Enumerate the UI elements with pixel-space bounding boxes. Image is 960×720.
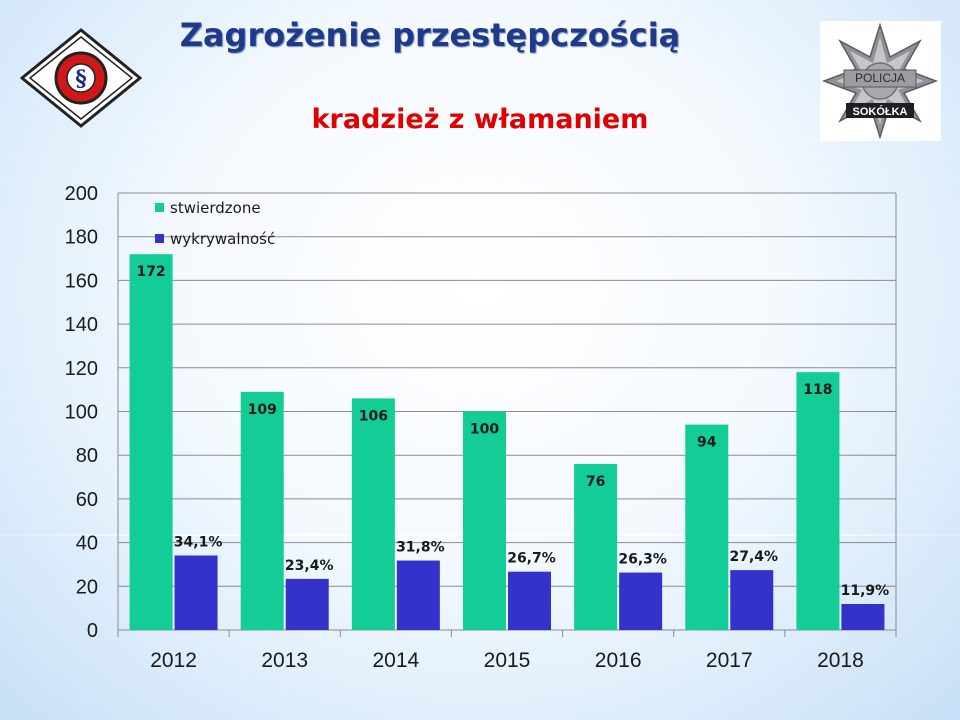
- x-category-label: 2013: [261, 649, 308, 672]
- y-tick-label: 60: [76, 489, 98, 511]
- data-label-wykrywalność: 27,4%: [729, 549, 778, 565]
- x-category-label: 2017: [706, 649, 753, 672]
- bar-wykrywalność: [396, 560, 440, 630]
- slide-title: Zagrożenie przestępczością: [179, 16, 681, 54]
- bar-wykrywalność: [285, 578, 329, 630]
- x-category-label: 2014: [372, 649, 419, 672]
- data-label-wykrywalność: 11,9%: [841, 583, 890, 599]
- y-tick-label: 140: [65, 314, 98, 336]
- bar-stwierdzone: [463, 411, 506, 630]
- bar-stwierdzone: [351, 398, 395, 630]
- bar-stwierdzone: [129, 254, 173, 630]
- bar-wykrywalność: [841, 603, 885, 630]
- badge-text-policja: POLICJA: [855, 71, 905, 85]
- y-tick-label: 0: [87, 620, 98, 642]
- emblem-logo-left: §: [20, 28, 142, 128]
- x-category-label: 2015: [484, 649, 531, 672]
- legend-label-wykrywalność: wykrywalność: [170, 230, 275, 248]
- x-category-label: 2018: [817, 649, 864, 672]
- data-label-wykrywalność: 31,8%: [396, 540, 445, 556]
- bar-wykrywalność: [508, 571, 551, 630]
- x-category-label: 2016: [595, 649, 642, 672]
- police-badge-logo: POLICJA SOKÓŁKA: [820, 21, 941, 141]
- data-label-wykrywalność: 34,1%: [174, 534, 223, 550]
- x-category-label: 2012: [150, 649, 197, 672]
- data-label-wykrywalność: 26,3%: [618, 552, 667, 568]
- paragraph-symbol: §: [75, 66, 87, 92]
- y-tick-label: 80: [76, 445, 98, 467]
- bar-wykrywalność: [619, 572, 663, 630]
- y-tick-label: 20: [76, 576, 98, 598]
- data-label-stwierdzone: 118: [803, 382, 832, 398]
- bar-stwierdzone: [240, 391, 284, 630]
- data-label-wykrywalność: 26,7%: [507, 551, 556, 567]
- bar-wykrywalność: [730, 570, 774, 630]
- y-tick-label: 100: [65, 402, 98, 424]
- bar-stwierdzone: [574, 463, 618, 630]
- y-tick-label: 200: [65, 183, 98, 205]
- slide-subtitle: kradzież z włamaniem: [311, 104, 649, 135]
- bar-stwierdzone: [685, 424, 729, 630]
- legend-swatch-stwierdzone: [155, 203, 164, 212]
- bar-wykrywalność: [174, 555, 218, 630]
- data-label-stwierdzone: 94: [697, 435, 717, 451]
- badge-text-sokolka: SOKÓŁKA: [853, 105, 908, 118]
- data-label-stwierdzone: 76: [586, 474, 605, 490]
- bar-stwierdzone: [796, 372, 840, 630]
- data-label-stwierdzone: 100: [470, 422, 499, 438]
- data-label-stwierdzone: 109: [248, 402, 277, 418]
- data-label-wykrywalność: 23,4%: [285, 558, 334, 574]
- y-tick-label: 160: [65, 270, 98, 292]
- y-tick-label: 180: [65, 227, 98, 249]
- y-tick-label: 40: [76, 533, 98, 555]
- data-label-stwierdzone: 106: [359, 408, 388, 424]
- y-tick-label: 120: [65, 358, 98, 380]
- data-label-stwierdzone: 172: [136, 264, 165, 280]
- legend-swatch-wykrywalność: [155, 234, 164, 243]
- legend-label-stwierdzone: stwierdzone: [170, 199, 261, 217]
